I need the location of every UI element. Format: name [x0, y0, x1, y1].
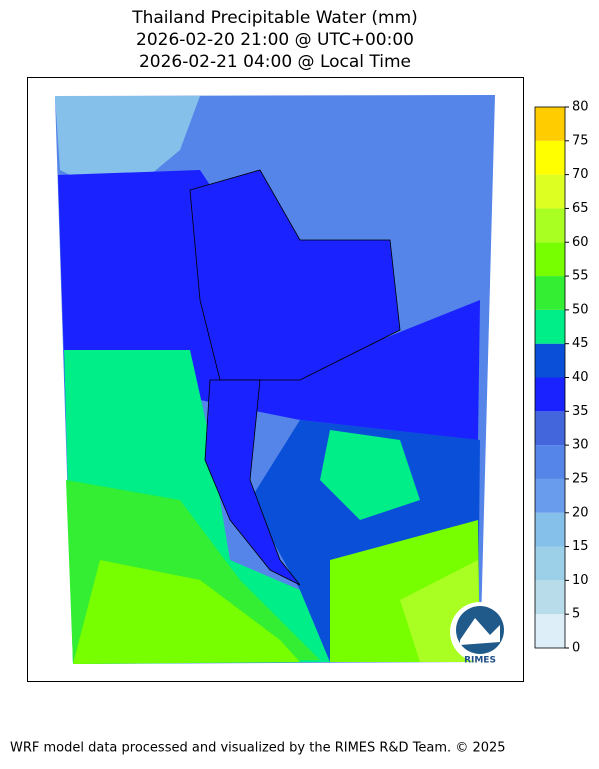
colorbar-tick-label: 5	[572, 607, 580, 622]
colorbar-segment	[535, 140, 565, 175]
colorbar-tick-label: 70	[572, 167, 589, 182]
title-line: Thailand Precipitable Water (mm)	[131, 8, 418, 28]
colorbar-segment	[535, 411, 565, 446]
colorbar-segment	[535, 107, 565, 141]
colorbar-tick-label: 30	[572, 438, 589, 453]
footer: WRF model data processed and visualized …	[10, 741, 506, 756]
title-line: 2026-02-20 21:00 @ UTC+00:00	[136, 30, 414, 50]
logo-text: RIMES	[464, 656, 496, 666]
colorbar-segment	[535, 242, 565, 277]
colorbar-tick-label: 0	[572, 641, 580, 656]
colorbar-segment	[535, 276, 565, 310]
colorbar-tick-label: 35	[572, 404, 589, 419]
map-field	[55, 95, 495, 664]
colorbar-segment	[535, 478, 565, 513]
logo: RIMES	[450, 602, 510, 666]
colorbar-segment	[535, 343, 565, 378]
colorbar-segment	[535, 445, 565, 479]
colorbar-tick-label: 75	[572, 133, 589, 148]
colorbar-tick-label: 45	[572, 336, 589, 351]
colorbar-segment	[535, 377, 565, 412]
title-line: 2026-02-21 04:00 @ Local Time	[139, 52, 411, 72]
colorbar-tick-label: 20	[572, 505, 589, 520]
colorbar-tick-label: 50	[572, 302, 589, 317]
colorbar-tick-label: 25	[572, 471, 589, 486]
colorbar-segment	[535, 546, 565, 581]
colorbar-segment	[535, 614, 565, 648]
colorbar-segment	[535, 580, 565, 615]
colorbar-segment	[535, 208, 565, 243]
colorbar-tick-label: 55	[572, 269, 589, 284]
colorbar: 0 5 10 15 20 25 30 35 40 45 50 55 60 65 70 75 80	[534, 100, 589, 656]
colorbar-tick-label: 80	[572, 100, 589, 115]
colorbar-tick-label: 60	[572, 235, 589, 250]
colorbar-tick-label: 10	[572, 573, 589, 588]
colorbar-tick-label: 65	[572, 201, 589, 216]
colorbar-segment	[535, 512, 565, 547]
colorbar-segment	[535, 174, 565, 209]
colorbar-tick-label: 15	[572, 539, 589, 554]
colorbar-tick-label: 40	[572, 370, 589, 385]
colorbar-segment	[535, 309, 565, 344]
